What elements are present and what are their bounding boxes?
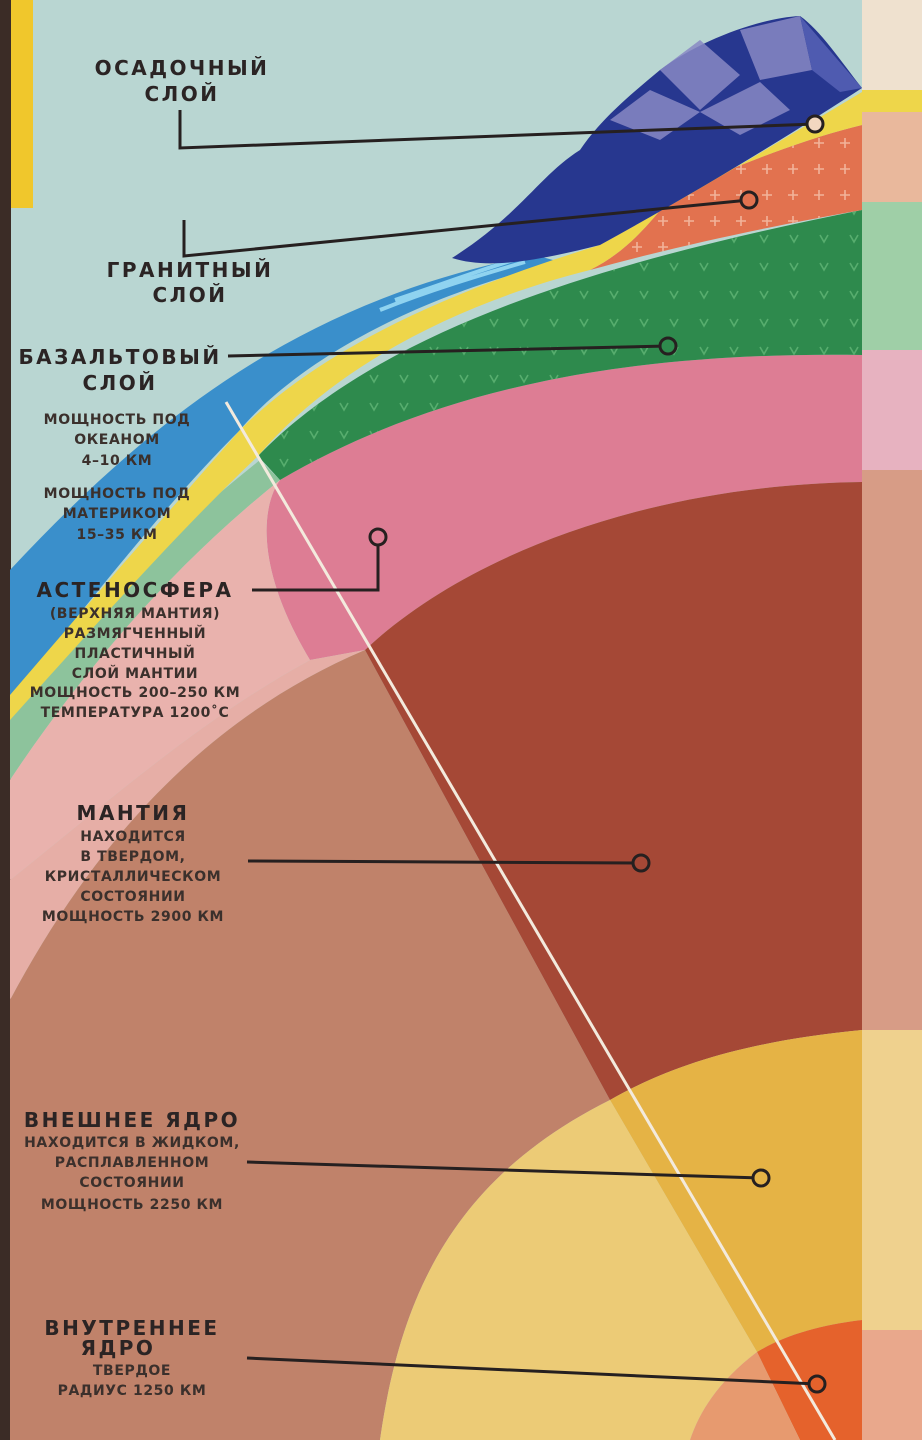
leader-lines [178,110,818,1386]
sedimentary-leader [178,110,816,150]
mantle-marker [631,853,651,873]
basalt-marker [658,336,678,356]
asthenosphere-marker [368,527,388,547]
outer-core-light-region [380,1100,757,1440]
asthenosphere-detail-4: СЛОЙ МАНТИИ [72,665,198,682]
asthenosphere-title: АСТЕНОСФЕРА [36,578,233,602]
leader-end-markers [368,114,827,1394]
mantle-light-region [10,650,610,1440]
asthenosphere-detail-1: (ВЕРХНЯЯ МАНТИЯ) [50,606,220,622]
sedimentary-strip-left [10,430,258,720]
inner-core-leader [246,1356,818,1386]
outer-core-region [610,1030,862,1352]
basalt-detail-5: МАТЕРИКОМ [63,506,172,522]
mantle-leader [247,859,642,865]
sedimentary-marker [805,114,825,134]
inner-core-detail-1: ТВЕРДОЕ [93,1363,171,1379]
asthenosphere-detail-2: РАЗМЯГЧЕННЫЙ [64,625,206,642]
mantle-detail-2: В ТВЕРДОМ, [80,849,185,865]
basalt-title-line2: СЛОЙ [82,371,157,395]
inner-core-title-line2: ЯДРО [81,1336,156,1360]
granite-leader [182,198,750,258]
outer-core-title: ВНЕШНЕЕ ЯДРО [24,1108,240,1132]
mantle-dark-region [365,482,862,1100]
inner-core-detail-2: РАДИУС 1250 КМ [58,1383,207,1399]
outer-core-marker [751,1168,771,1188]
mantle-title: МАНТИЯ [77,801,190,825]
outer-core-detail-2: РАСПЛАВЛЕННОМ [55,1155,209,1171]
mountain-highlight [800,16,862,92]
asthenosphere-layer [266,354,862,660]
lithosphere-rim [10,460,280,780]
asthenosphere-leader [252,545,380,592]
mantle-detail-5: МОЩНОСТЬ 2900 КМ [42,909,224,925]
basalt-detail-4: МОЩНОСТЬ ПОД [44,486,191,502]
granite-texture [590,125,862,270]
right-column-strip [862,0,922,1440]
outer-core-detail-1: НАХОДИТСЯ В ЖИДКОМ, [24,1135,240,1151]
sedimentary-title-line1: ОСАДОЧНЫЙ [95,56,270,80]
inner-core-title-line1: ВНУТРЕННЕЕ [44,1316,219,1340]
mantle-detail-4: СОСТОЯНИИ [80,889,185,905]
asthenosphere-label: АСТЕНОСФЕРА (ВЕРХНЯЯ МАНТИЯ) РАЗМЯГЧЕННЫ… [30,578,240,721]
mantle-detail-1: НАХОДИТСЯ [80,829,185,845]
outer-core-detail-3: СОСТОЯНИИ [79,1175,184,1191]
granite-title-line2: СЛОЙ [152,283,227,307]
inner-core-light-region [690,1352,800,1440]
mantle-outer-band-lower [10,650,365,1000]
basalt-label: БАЗАЛЬТОВЫЙ СЛОЙ МОЩНОСТЬ ПОД ОКЕАНОМ 4–… [18,345,221,543]
asthenosphere-detail-5: МОЩНОСТЬ 200–250 КМ [30,685,240,701]
basalt-detail-3: 4–10 КМ [82,453,153,469]
granite-marker [739,190,759,210]
mountain-facets [610,16,812,140]
asthenosphere-detail-6: ТЕМПЕРАТУРА 1200˚С [41,704,230,721]
left-yellow-tab [11,0,33,208]
mantle-outer-band [10,480,310,880]
asthenosphere-detail-3: ПЛАСТИЧНЫЙ [75,645,196,662]
inner-core-label: ВНУТРЕННЕЕ ЯДРО ТВЕРДОЕ РАДИУС 1250 КМ [44,1316,219,1399]
basalt-detail-1: МОЩНОСТЬ ПОД [44,412,191,428]
basalt-leader [227,344,669,358]
inner-core-marker [807,1374,827,1394]
sedimentary-label: ОСАДОЧНЫЙ СЛОЙ [95,56,270,106]
basalt-texture [258,210,862,480]
outer-core-label: ВНЕШНЕЕ ЯДРО НАХОДИТСЯ В ЖИДКОМ, РАСПЛАВ… [24,1108,240,1213]
left-border [0,0,11,1440]
basalt-detail-2: ОКЕАНОМ [74,432,160,448]
wedge-boundary-line [224,401,837,1440]
outer-core-leader [246,1160,762,1180]
mantle-detail-3: КРИСТАЛЛИЧЕСКОМ [45,869,221,885]
basalt-title-line1: БАЗАЛЬТОВЫЙ [18,345,221,369]
granite-label: ГРАНИТНЫЙ СЛОЙ [107,258,274,307]
outer-core-detail-4: МОЩНОСТЬ 2250 КМ [41,1197,223,1213]
granite-title-line1: ГРАНИТНЫЙ [107,258,274,282]
ocean-layer [10,255,560,700]
mantle-label: МАНТИЯ НАХОДИТСЯ В ТВЕРДОМ, КРИСТАЛЛИЧЕС… [42,801,224,925]
sedimentary-title-line2: СЛОЙ [144,82,219,106]
basalt-detail-6: 15–35 КМ [76,527,157,543]
